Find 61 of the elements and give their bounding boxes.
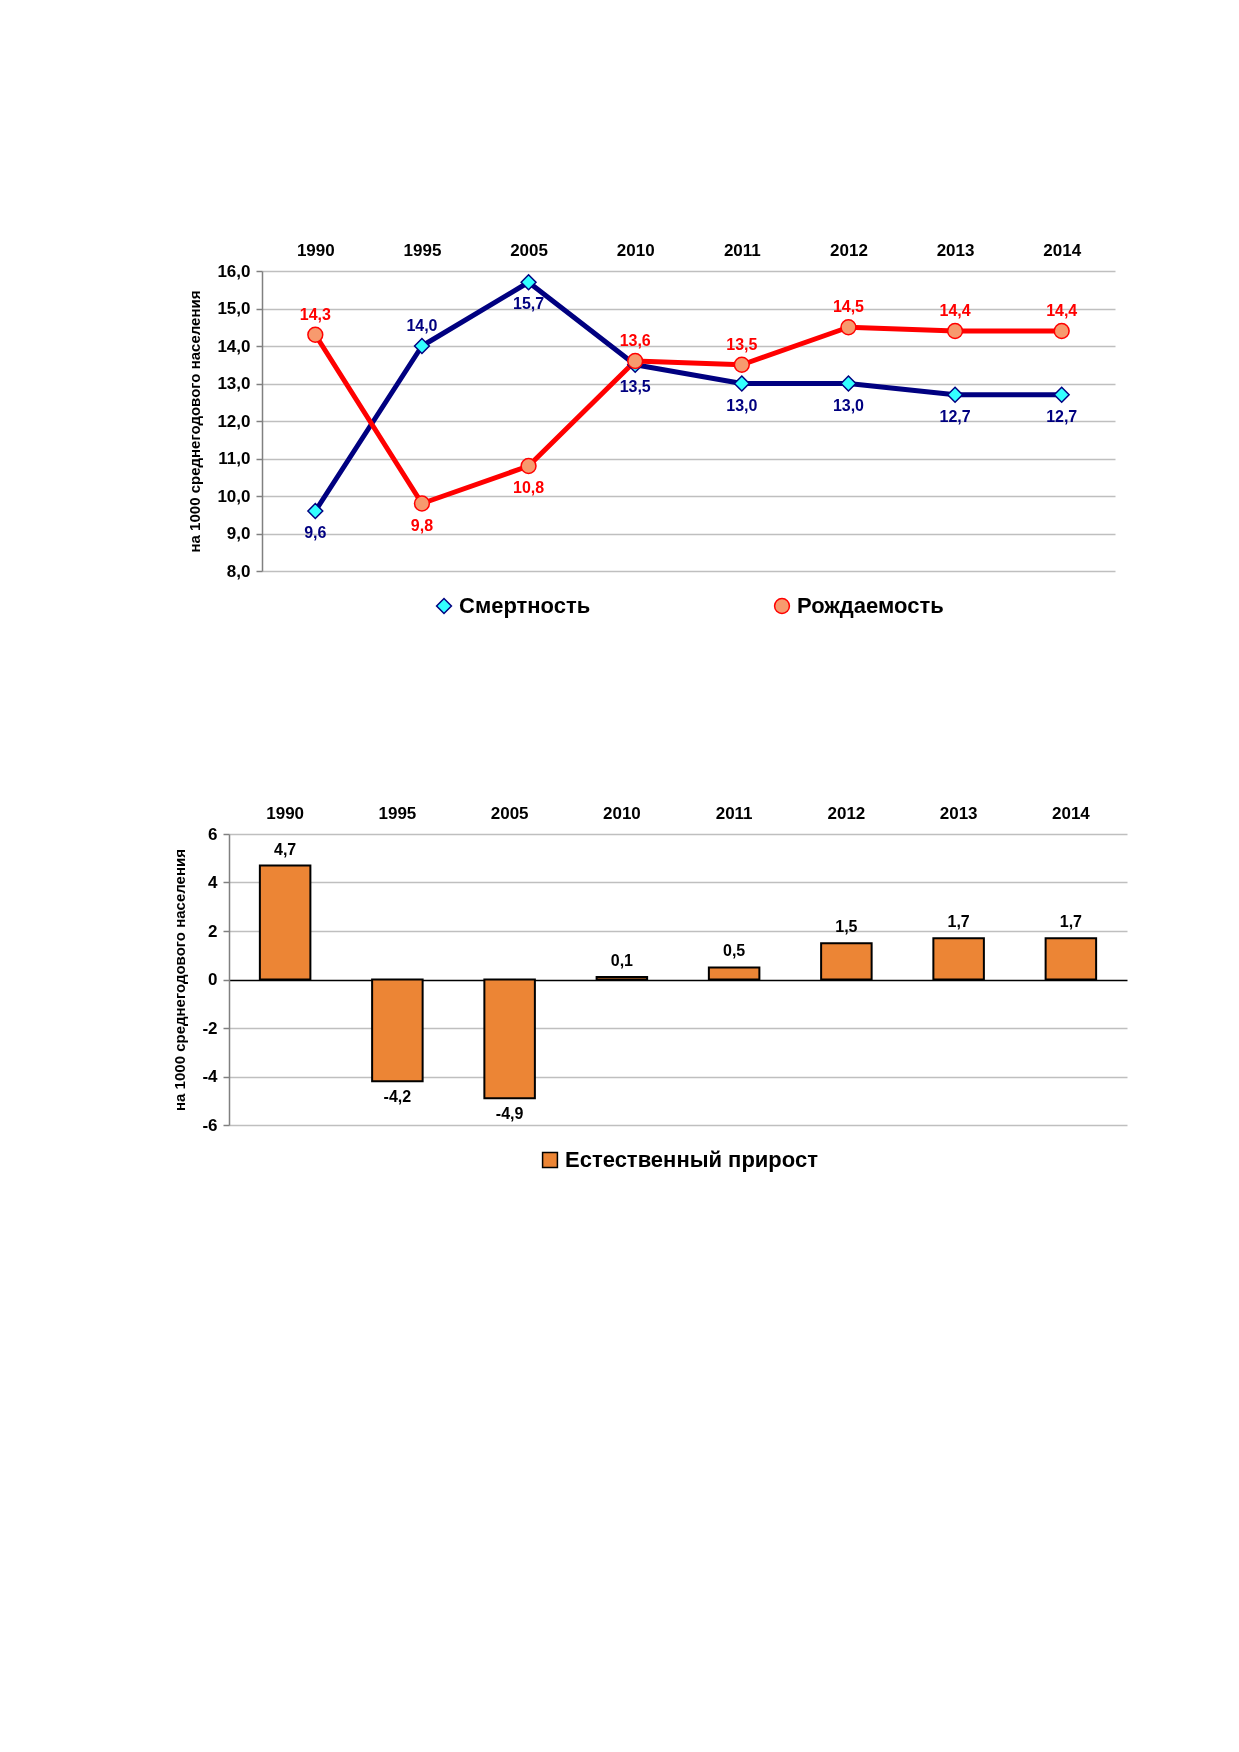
y-tick-label: 0	[208, 970, 218, 989]
data-label: 0,5	[723, 942, 746, 960]
data-label: 1,7	[947, 913, 970, 931]
legend-label: Естественный прирост	[565, 1147, 819, 1172]
data-label: 12,7	[1046, 407, 1078, 425]
y-tick-label: 13,0	[217, 374, 251, 393]
data-label: 13,0	[726, 396, 758, 414]
x-tick-label: 1995	[403, 240, 442, 260]
x-tick-label: 2014	[1051, 803, 1091, 823]
data-label: 4,7	[274, 840, 297, 858]
data-label: 1,7	[1059, 913, 1083, 931]
y-tick-label: -6	[202, 1115, 218, 1135]
x-tick-label: 2013	[936, 240, 975, 260]
x-tick-label: 2011	[715, 803, 753, 823]
y-axis-title: на 1000 среднегодового населения	[186, 290, 204, 553]
data-label: 12,7	[939, 407, 971, 425]
x-tick-label: 2012	[827, 803, 866, 823]
data-label: 13,5	[726, 335, 758, 353]
data-label: 13,5	[619, 377, 651, 395]
y-tick-label: -2	[202, 1018, 218, 1038]
data-label: 10,8	[512, 479, 545, 496]
y-tick-label: 4	[208, 873, 219, 892]
y-tick-label: 10,0	[217, 486, 251, 506]
legend-label: Смертность	[459, 593, 591, 618]
y-tick-label: 8,0	[226, 561, 251, 581]
x-tick-label: 2012	[830, 240, 868, 260]
y-tick-label: 15,0	[217, 299, 251, 318]
y-tick-label: 9,0	[226, 524, 251, 543]
data-label: -4,2	[383, 1088, 412, 1106]
data-label: 13,6	[619, 332, 651, 349]
data-label: -4,9	[495, 1105, 524, 1123]
y-tick-label: 16,0	[217, 261, 251, 281]
data-label: 13,0	[832, 396, 865, 414]
data-label: 14,4	[939, 302, 971, 319]
y-tick-label: 2	[208, 921, 218, 941]
x-tick-label: 2014	[1043, 240, 1082, 260]
x-tick-label: 2010	[602, 803, 641, 823]
x-tick-label: 2005	[490, 803, 529, 823]
data-label: 9,6	[304, 524, 327, 541]
legend-label: Рождаемость	[797, 593, 944, 618]
y-tick-label: 14,0	[217, 336, 251, 356]
data-label: 14,4	[1046, 302, 1078, 319]
x-tick-label: 2011	[723, 240, 761, 260]
x-tick-label: 2005	[510, 240, 548, 260]
x-tick-label: 2010	[616, 240, 655, 260]
data-label: 0,1	[610, 952, 634, 970]
x-tick-label: 2013	[939, 803, 978, 823]
data-label: 9,8	[410, 516, 434, 534]
data-label: 14,0	[406, 317, 438, 334]
y-tick-label: -4	[202, 1067, 219, 1086]
x-tick-label: 1990	[266, 803, 305, 823]
y-tick-label: 12,0	[217, 411, 251, 431]
data-label: 15,7	[512, 295, 545, 313]
data-label: 14,5	[832, 298, 865, 316]
x-tick-label: 1990	[296, 240, 335, 260]
y-tick-label: 11,0	[218, 449, 251, 468]
x-tick-label: 1995	[378, 803, 417, 823]
data-label: 14,3	[299, 305, 331, 323]
data-label: 1,5	[835, 918, 858, 936]
y-tick-label: 6	[208, 824, 218, 844]
y-axis-title: на 1000 среднегодового населения	[171, 849, 189, 1111]
